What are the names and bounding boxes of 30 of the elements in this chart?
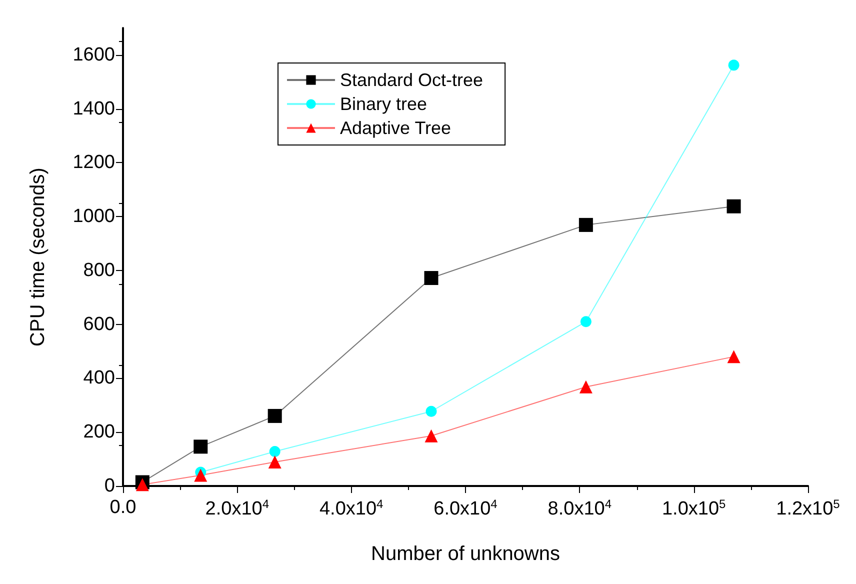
point [728, 60, 740, 71]
y-tick-label: 200 [83, 422, 115, 443]
point [269, 446, 280, 458]
legend-label: Adaptive Tree [340, 118, 452, 138]
y-axis-title: CPU time (seconds) [27, 168, 49, 346]
point [727, 350, 740, 364]
y-tick-label: 400 [83, 368, 115, 389]
legend-label: Binary tree [340, 94, 428, 114]
point [580, 316, 592, 328]
y-tick-label: 800 [83, 260, 115, 281]
y-tick-label: 1200 [72, 152, 115, 174]
point [578, 218, 593, 232]
x-axis-title: Number of unknowns [371, 543, 560, 565]
point [268, 456, 282, 469]
point [426, 406, 437, 417]
point [194, 468, 208, 482]
point [424, 429, 438, 442]
point [136, 478, 149, 492]
point [579, 380, 592, 394]
point [726, 199, 741, 214]
point [268, 408, 282, 423]
y-tick-label: 1000 [72, 206, 115, 228]
point [424, 271, 438, 286]
y-tick-label: 600 [83, 314, 115, 335]
y-tick-label: 1400 [72, 98, 115, 120]
point [194, 440, 208, 454]
y-tick-label: 1600 [72, 44, 115, 66]
legend-label: Standard Oct-tree [340, 70, 484, 90]
y-tick-label: 0 [104, 476, 115, 496]
x-tick-label: 0.0 [110, 497, 136, 518]
